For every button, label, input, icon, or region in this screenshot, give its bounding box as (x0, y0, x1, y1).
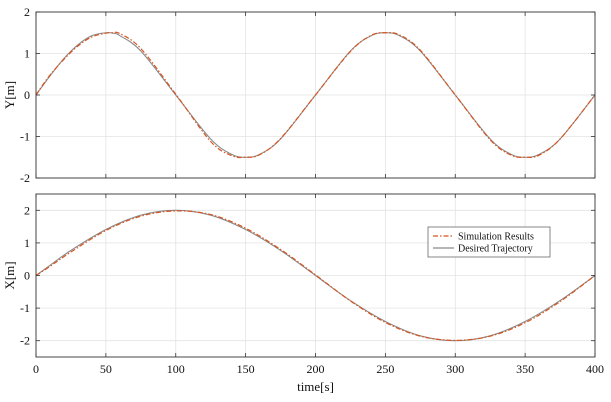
bottom-x-tick-label: 50 (100, 362, 112, 376)
bottom-y-axis-label: X[m] (2, 261, 17, 289)
bottom-series-desired-trajectory (35, 209, 596, 342)
bottom-y-tick-label: 2 (24, 203, 30, 217)
bottom-x-tick-label: 350 (516, 362, 534, 376)
top-y-tick-label: -1 (20, 130, 30, 144)
bottom-y-tick-label: 0 (24, 269, 30, 283)
bottom-x-tick-label: 300 (446, 362, 464, 376)
top-series-simulation-results (35, 31, 596, 159)
bottom-x-tick-label: 400 (586, 362, 604, 376)
top-y-axis-label: Y[m] (2, 81, 17, 109)
bottom-y-tick-label: -1 (20, 301, 30, 315)
top-y-tick-label: 2 (24, 5, 30, 19)
bottom-x-tick-label: 200 (307, 362, 325, 376)
bottom-x-axis-label: time[s] (297, 379, 334, 394)
bottom-y-tick-label: -2 (20, 334, 30, 348)
top-y-tick-label: 1 (24, 47, 30, 61)
bottom-x-tick-label: 250 (376, 362, 394, 376)
bottom-x-tick-label: 150 (237, 362, 255, 376)
legend-label-desired-trajectory: Desired Trajectory (458, 244, 533, 255)
top-y-tick-label: 0 (24, 88, 30, 102)
bottom-series-simulation-results (35, 210, 596, 341)
legend-label-simulation-results: Simulation Results (458, 232, 534, 243)
bottom-x-tick-label: 0 (33, 362, 39, 376)
legend-box (427, 226, 551, 258)
bottom-y-tick-label: 1 (24, 236, 30, 250)
top-y-tick-label: -2 (20, 171, 30, 185)
bottom-x-tick-label: 100 (167, 362, 185, 376)
